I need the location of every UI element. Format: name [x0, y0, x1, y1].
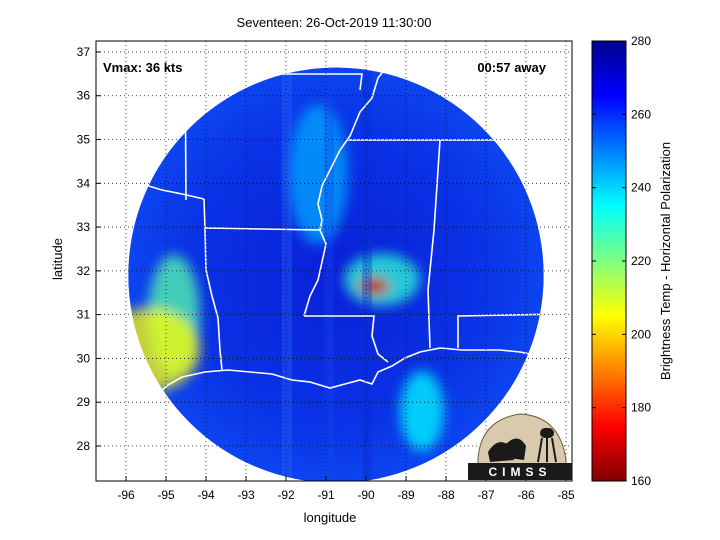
chart-title: Seventeen: 26-Oct-2019 11:30:00 [237, 15, 432, 30]
logo-banner [468, 463, 572, 480]
x-axis-label: longitude [304, 510, 357, 525]
y-tick-label: 36 [77, 89, 91, 103]
x-tick-label: -85 [557, 488, 575, 502]
swath-disk [128, 67, 544, 481]
x-tick-label: -94 [197, 488, 215, 502]
logo-text: CIMSS [488, 465, 551, 479]
colorbar-tick-label: 180 [631, 401, 651, 415]
y-axis-ticks: 28 29 30 31 32 33 34 35 36 37 [77, 45, 101, 453]
colorbar-ticks: 160 180 200 220 240 260 280 [592, 34, 651, 488]
colorbar-tick-label: 260 [631, 107, 651, 121]
y-tick-label: 29 [77, 395, 91, 409]
x-tick-label: -89 [397, 488, 415, 502]
cimss-logo: CIMSS [468, 413, 572, 480]
vmax-annotation: Vmax: 36 kts [103, 60, 183, 75]
x-tick-label: -87 [477, 488, 495, 502]
feature-gulf-band [400, 370, 444, 451]
colorbar-tick-label: 160 [631, 474, 651, 488]
time-away-annotation: 00:57 away [477, 60, 546, 75]
brightness-swath [128, 67, 544, 481]
arkansas-louisiana-border [204, 227, 321, 231]
x-tick-label: -86 [517, 488, 535, 502]
louisiana-mississippi-border [304, 315, 389, 363]
y-tick-label: 32 [77, 264, 91, 278]
grid-lines [96, 41, 572, 481]
logo-dish2-icon [506, 438, 526, 460]
x-tick-label: -93 [237, 488, 255, 502]
plot-frame [95, 40, 573, 482]
alabama-florida-border [457, 313, 561, 348]
colorbar-tick-label: 220 [631, 254, 651, 268]
y-tick-label: 33 [77, 220, 91, 234]
missouri-arkansas-border [186, 73, 363, 91]
y-tick-label: 37 [77, 45, 91, 59]
feature-texas-coast-warm-area [128, 307, 200, 392]
scan-stripes [282, 67, 372, 481]
arkansas-west-border [184, 41, 187, 201]
y-axis-label: latitude [50, 238, 65, 280]
y-tick-label: 34 [77, 176, 91, 190]
scan-stripe [362, 67, 372, 481]
x-axis-ticks: -96 -95 -94 -93 -92 -91 -90 -89 -88 -87 -86 -85 [117, 476, 575, 502]
x-tick-label: -96 [117, 488, 135, 502]
y-tick-label: 28 [77, 439, 91, 453]
scan-stripe [324, 67, 334, 481]
x-tick-label: -90 [357, 488, 375, 502]
mississippi-alabama-border [427, 139, 441, 349]
colorbar [591, 40, 627, 482]
colorbar-tick-label: 200 [631, 327, 651, 341]
colorbar-label: Brightness Temp - Horizontal Polarizatio… [658, 142, 673, 380]
logo-tower-tank-icon [540, 428, 554, 438]
colorbar-tick-label: 240 [631, 181, 651, 195]
state-borders [96, 41, 567, 437]
coastline [96, 347, 557, 437]
mississippi-river [303, 41, 399, 317]
scan-stripe [282, 67, 292, 481]
x-tick-label: -91 [317, 488, 335, 502]
alabama-georgia-border [539, 139, 567, 301]
logo-tower-icon [537, 437, 557, 463]
y-tick-label: 35 [77, 133, 91, 147]
feature-mississippi-valley-band [288, 104, 348, 245]
x-tick-label: -92 [277, 488, 295, 502]
x-tick-label: -88 [437, 488, 455, 502]
colorbar-tick-label: 280 [631, 34, 651, 48]
y-tick-label: 30 [77, 351, 91, 365]
plot-area [96, 41, 572, 481]
x-tick-label: -95 [157, 488, 175, 502]
y-tick-label: 31 [77, 308, 91, 322]
